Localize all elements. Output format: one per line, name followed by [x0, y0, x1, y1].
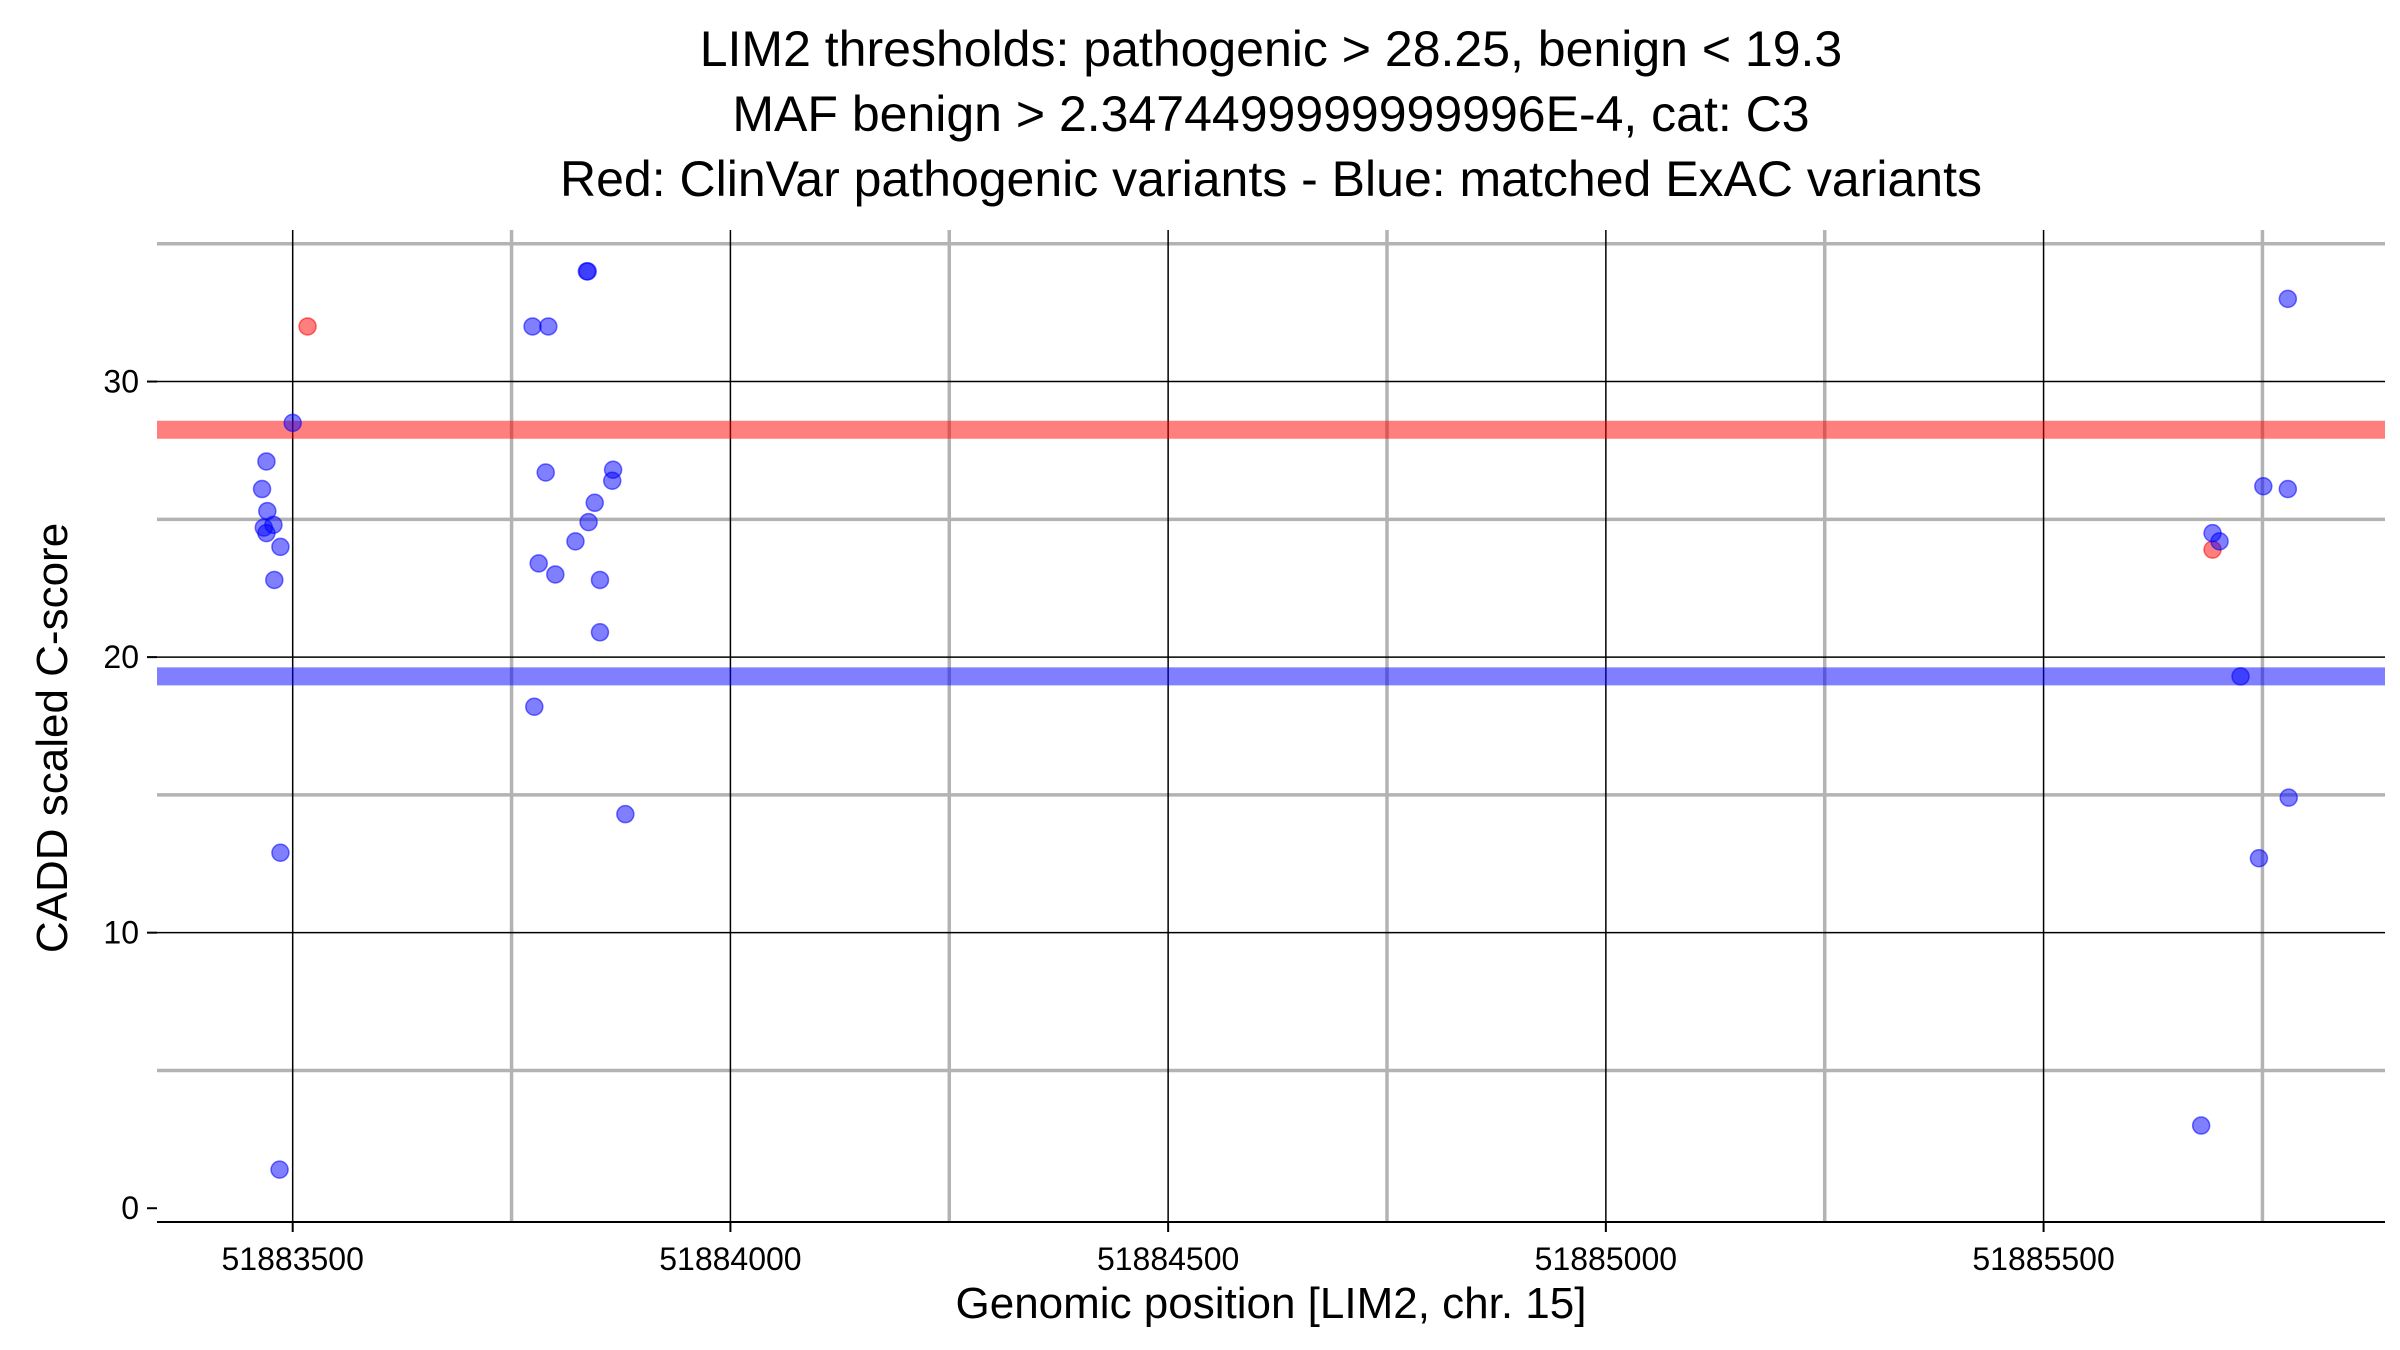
x-tick-label-3: 51885000: [1535, 1241, 1677, 1277]
series-1-point-11: [523, 317, 542, 336]
series-1-point-2: [252, 479, 272, 499]
chart-title-line-2: MAF benign > 2.3474499999999996E-4, cat:…: [732, 86, 1809, 142]
y-tick-label-2: 20: [103, 639, 139, 675]
series-1-point-24: [590, 623, 610, 642]
axes: 51883500 51884000 51884500 51885000 51885500…: [103, 364, 2385, 1277]
x-tick-label-0: 51883500: [222, 1241, 364, 1277]
series-1-point-20: [566, 532, 585, 551]
series-1-point-14: [578, 262, 597, 281]
series-1-point-6: [264, 515, 283, 535]
x-axis-title: Genomic position [LIM2, chr. 15]: [956, 1279, 1587, 1328]
series-0-point-0: [298, 317, 317, 336]
series-1-point-1: [257, 452, 276, 471]
series-1-point-29: [2254, 477, 2273, 496]
y-tick-label-1: 10: [103, 915, 139, 951]
series-1-point-32: [2231, 667, 2250, 686]
data-points: [252, 262, 2298, 1179]
series-1-point-23: [590, 570, 610, 590]
chart-title-line-1: LIM2 thresholds: pathogenic > 28.25, ben…: [700, 21, 1843, 77]
y-axis-title: CADD scaled C-score: [28, 523, 77, 953]
series-1-point-21: [529, 554, 548, 573]
y-tick-label-0: 0: [121, 1190, 139, 1226]
series-1-point-18: [585, 493, 604, 513]
chart-title-line-3: Red: ClinVar pathogenic variants - Blue:…: [560, 151, 1982, 207]
series-1-point-7: [271, 537, 290, 557]
series-1-point-30: [2278, 479, 2298, 499]
series-1-point-22: [546, 565, 565, 584]
series-1-point-35: [2191, 1116, 2211, 1135]
series-1-point-12: [539, 317, 558, 336]
series-1-point-31: [2278, 289, 2298, 309]
series-1-point-9: [271, 843, 290, 863]
x-tick-label-2: 51884500: [1097, 1241, 1239, 1277]
series-1-point-17: [602, 471, 622, 491]
series-1-point-15: [536, 463, 555, 482]
series-1-point-19: [579, 512, 598, 532]
series-1-point-26: [616, 804, 635, 824]
y-tick-label-3: 30: [103, 364, 139, 400]
threshold-lines: [157, 420, 2385, 686]
x-tick-label-4: 51885500: [1972, 1241, 2114, 1277]
series-1-point-25: [525, 697, 544, 716]
series-1-point-8: [265, 570, 284, 590]
series-1-point-0: [283, 413, 302, 433]
series-1-point-10: [270, 1160, 289, 1179]
grid: [157, 230, 2385, 1222]
series-1-point-34: [2249, 849, 2269, 868]
series-1-point-33: [2279, 788, 2298, 807]
x-tick-label-1: 51884000: [659, 1241, 801, 1277]
series-1-point-28: [2210, 532, 2229, 551]
